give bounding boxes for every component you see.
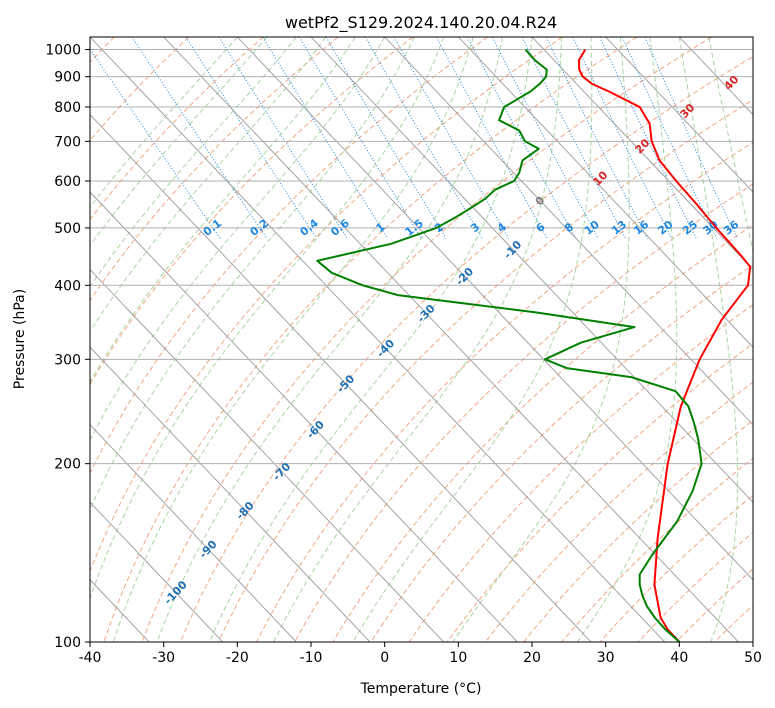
moist-adiabat-line (576, 37, 678, 642)
y-axis: 100 200 300 400 500 600 700 800 900 1000 (45, 43, 90, 651)
dry-adiabat-line (332, 224, 753, 642)
isotherm-line (90, 37, 666, 642)
moist-adiabat-line (90, 37, 386, 441)
isotherm-line (384, 37, 753, 426)
pressure-gridlines (90, 49, 753, 642)
y-tick-label: 700 (54, 134, 81, 150)
mixing-ratio-line (364, 37, 483, 239)
y-tick-label: 300 (54, 352, 81, 368)
isotherm-line (458, 37, 753, 348)
moist-adiabat-line (352, 37, 593, 642)
dry-adiabat-line (256, 141, 753, 642)
x-tick-label: -30 (152, 650, 175, 666)
dry-adiabat-line (179, 56, 753, 642)
chart-title: wetPf2_S129.2024.140.20.04.R24 (285, 13, 557, 33)
y-tick-label: 600 (54, 174, 81, 190)
dry-adiabat-line (485, 381, 753, 642)
isotherm-line (90, 424, 297, 642)
dry-adiabat-line (103, 37, 638, 642)
profile-series (316, 48, 752, 642)
mixing-ratio-line (185, 37, 318, 239)
mixing-ratio-line (521, 37, 626, 239)
y-tick-label: 500 (54, 221, 81, 237)
moist-adiabat-line (273, 37, 562, 642)
isotherm-line (90, 501, 224, 642)
mixing-ratio-line (131, 37, 268, 239)
dry-adiabat-line (90, 37, 414, 386)
isotherm-line (163, 37, 739, 642)
dry-adiabat-line (90, 37, 264, 221)
y-tick-label: 800 (54, 100, 81, 116)
moist-adiabat-line (452, 37, 630, 642)
y-tick-label: 100 (54, 635, 81, 651)
isotherm-line (90, 191, 518, 642)
dry-adiabat-line (370, 264, 753, 642)
mixing-ratio-line (467, 37, 577, 239)
plot-frame (89, 36, 754, 643)
isotherm-line (531, 37, 753, 271)
dry-adiabat-line (90, 37, 563, 573)
x-tick-label: -40 (79, 650, 102, 666)
dry-adiabat-line (90, 37, 190, 142)
x-axis: -40 -30 -20 -10 0 10 20 30 40 50 (79, 642, 762, 666)
moist-adiabat-line (90, 37, 327, 333)
isotherm-line (90, 346, 371, 642)
mixing-ratio-line (435, 37, 548, 239)
moist-adiabat-line (112, 37, 474, 642)
x-tick-label: -10 (300, 650, 323, 666)
x-tick-label: 50 (744, 650, 762, 666)
y-tick-label: 200 (54, 457, 81, 473)
moist-adiabat-line (90, 37, 297, 288)
mixing-ratio-line (218, 37, 348, 239)
x-tick-label: 30 (597, 650, 615, 666)
dry-adiabat-line (599, 494, 753, 642)
x-tick-label: 40 (670, 650, 688, 666)
y-tick-label: 900 (54, 70, 81, 86)
mixing-ratio-line (325, 37, 447, 239)
x-tick-label: -20 (226, 650, 249, 666)
x-tick-label: 0 (380, 650, 389, 666)
mixing-ratio-line (545, 37, 648, 239)
isotherm-line (237, 37, 753, 581)
y-axis-label: Pressure (hPa) (12, 289, 28, 389)
dewpoint-profile-line (316, 48, 703, 642)
x-tick-label: 20 (523, 650, 541, 666)
isotherm-line (605, 37, 753, 193)
mixing-ratio-line (572, 37, 673, 239)
mixing-ratio-line (491, 37, 599, 239)
x-axis-label: Temperature (°C) (360, 681, 482, 697)
isotherm-line (90, 268, 445, 642)
dry-adiabat-line (637, 531, 753, 642)
moist-adiabat-line (209, 37, 533, 642)
dry-adiabat-line (408, 304, 753, 642)
mixing-ratio-line (599, 37, 697, 239)
y-tick-label: 1000 (45, 43, 81, 59)
isotherm-line (90, 113, 592, 642)
temperature-profile-line (578, 49, 752, 642)
mixing-ratio-lines (90, 37, 738, 239)
isotherms (90, 37, 753, 642)
isotherm-line (310, 37, 753, 503)
dry-adiabat-line (217, 99, 753, 642)
moist-adiabat-line (90, 37, 445, 601)
moist-adiabat-line (90, 37, 238, 208)
dry-adiabat-line (294, 183, 753, 642)
moist-adiabat-line (156, 37, 503, 642)
x-tick-label: 10 (449, 650, 467, 666)
moist-adiabat-line (678, 37, 738, 642)
moist-adiabat-line (90, 37, 356, 383)
moist-adiabat-line (708, 37, 753, 254)
y-tick-label: 400 (54, 278, 81, 294)
